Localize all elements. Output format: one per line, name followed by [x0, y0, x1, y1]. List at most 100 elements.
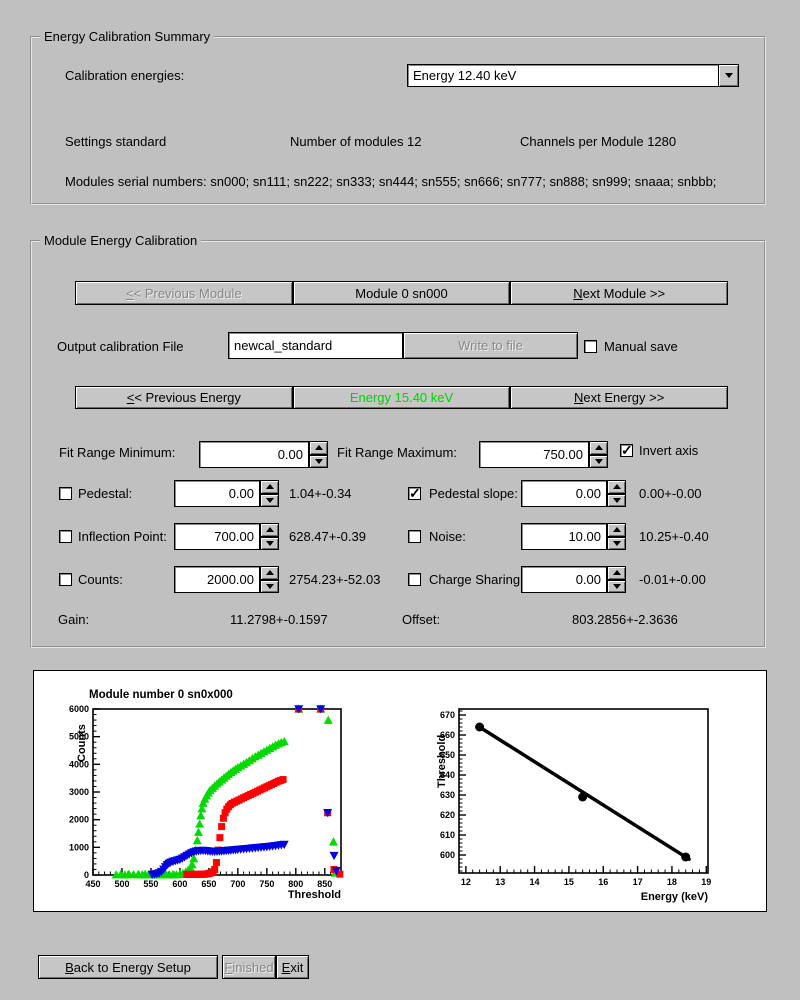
- svg-text:5000: 5000: [69, 732, 89, 742]
- invert-axis-checkbox[interactable]: [620, 442, 633, 459]
- manual-save-label: Manual save: [604, 339, 678, 354]
- noise-fit-result: 10.25+-0.40: [639, 529, 709, 544]
- threshold-scan-chart: 450 500 550 600 650 700 750 800 850 0 1000 2000 3000…: [69, 689, 344, 901]
- svg-text:Threshold: Threshold: [436, 735, 448, 788]
- inflection-point-input[interactable]: 700.00: [174, 523, 260, 550]
- current-module-button[interactable]: Module 0 sn000: [292, 281, 511, 305]
- fit-min-down-button[interactable]: [309, 454, 328, 468]
- current-energy-button[interactable]: Energy 15.40 keV: [292, 386, 511, 409]
- svg-text:660: 660: [440, 730, 455, 740]
- charge-sharing-input[interactable]: 0.00: [521, 566, 607, 593]
- counts-spinbox: 2000.00: [174, 566, 279, 593]
- svg-text:600: 600: [172, 879, 187, 889]
- summary-group-title: Energy Calibration Summary: [40, 29, 215, 44]
- offset-label: Offset:: [402, 612, 441, 627]
- plot-panel: 450 500 550 600 650 700 750 800 850 0 1000 2000 3000…: [33, 670, 767, 912]
- charge-sharing-fit-result: -0.01+-0.00: [639, 572, 706, 587]
- noise-label: Noise:: [429, 529, 466, 544]
- module-group-title: Module Energy Calibration: [40, 233, 202, 248]
- svg-text:620: 620: [440, 810, 455, 820]
- counts-up-button[interactable]: [260, 566, 279, 580]
- pedestal-fit-result: 1.04+-0.34: [289, 486, 352, 501]
- svg-text:14: 14: [530, 877, 540, 887]
- output-file-input[interactable]: newcal_standard: [228, 332, 403, 359]
- counts-fit-result: 2754.23+-52.03: [289, 572, 381, 587]
- pedestal-input[interactable]: 0.00: [174, 480, 260, 507]
- pedestal-down-button[interactable]: [260, 493, 279, 507]
- svg-text:750: 750: [259, 879, 274, 889]
- settings-label: Settings standard: [65, 134, 167, 149]
- invert-axis-label: Invert axis: [639, 443, 699, 458]
- pedestal-slope-checkbox[interactable]: [408, 485, 421, 502]
- pedestal-slope-input[interactable]: 0.00: [521, 480, 607, 507]
- output-calibration-file-label: Output calibration File: [57, 339, 184, 354]
- noise-spinbox: 10.00: [521, 523, 626, 550]
- svg-text:17: 17: [633, 877, 643, 887]
- gain-label: Gain:: [58, 612, 90, 627]
- noise-down-button[interactable]: [607, 536, 626, 550]
- previous-module-button[interactable]: < < Previous Module: [75, 281, 293, 305]
- svg-text:850: 850: [317, 879, 332, 889]
- noise-input[interactable]: 10.00: [521, 523, 607, 550]
- fit-range-minimum-label: Fit Range Minimum:: [59, 445, 176, 460]
- pedestal-spinbox: 0.00: [174, 480, 279, 507]
- module-energy-calibration-group: Module Energy Calibration < < Previous Mo…: [30, 233, 766, 648]
- counts-checkbox[interactable]: [59, 573, 72, 586]
- fit-range-maximum-spinbox: 750.00: [479, 441, 608, 468]
- svg-text:Counts: Counts: [76, 724, 88, 762]
- fit-range-minimum-input[interactable]: 0.00: [199, 441, 309, 468]
- inflection-point-spinbox: 700.00: [174, 523, 279, 550]
- charge-sharing-checkbox[interactable]: [408, 573, 421, 586]
- svg-text:Energy (keV): Energy (keV): [641, 891, 709, 903]
- module-serial-numbers-label: Modules serial numbers: sn000; sn111; sn…: [65, 174, 717, 189]
- svg-text:1000: 1000: [69, 842, 89, 852]
- svg-text:16: 16: [598, 877, 608, 887]
- charge-sharing-label: Charge Sharing: [429, 572, 521, 587]
- svg-text:18: 18: [667, 877, 677, 887]
- calibration-energy-select[interactable]: Energy 12.40 keV: [407, 64, 739, 87]
- fit-min-up-button[interactable]: [309, 441, 328, 455]
- charge-sharing-up-button[interactable]: [607, 566, 626, 580]
- pedestal-slope-up-button[interactable]: [607, 480, 626, 494]
- pedestal-up-button[interactable]: [260, 480, 279, 494]
- inflection-point-label: Inflection Point:: [78, 529, 167, 544]
- inflection-point-checkbox[interactable]: [59, 530, 72, 543]
- pedestal-checkbox[interactable]: [59, 487, 72, 500]
- svg-text:4000: 4000: [69, 759, 89, 769]
- fit-max-down-button[interactable]: [589, 454, 608, 468]
- inflection-up-button[interactable]: [260, 523, 279, 537]
- fit-range-maximum-input[interactable]: 750.00: [479, 441, 589, 468]
- noise-checkbox[interactable]: [408, 530, 421, 543]
- output-file-value: newcal_standard: [234, 338, 333, 353]
- noise-up-button[interactable]: [607, 523, 626, 537]
- previous-energy-button[interactable]: < < Previous Energy: [75, 386, 293, 409]
- svg-text:610: 610: [440, 830, 455, 840]
- manual-save-checkbox[interactable]: [584, 340, 597, 353]
- gain-value: 11.2798+-0.1597: [230, 612, 328, 627]
- dropdown-arrow-icon[interactable]: [718, 65, 738, 86]
- svg-text:650: 650: [440, 750, 455, 760]
- write-to-file-button[interactable]: Write to file: [403, 332, 578, 359]
- calibration-energies-label: Calibration energies:: [65, 68, 185, 83]
- svg-text:3000: 3000: [69, 787, 89, 797]
- inflection-down-button[interactable]: [260, 536, 279, 550]
- pedestal-label: Pedestal:: [78, 486, 133, 501]
- counts-down-button[interactable]: [260, 579, 279, 593]
- pedestal-slope-down-button[interactable]: [607, 493, 626, 507]
- charge-sharing-down-button[interactable]: [607, 579, 626, 593]
- svg-text:700: 700: [230, 879, 245, 889]
- svg-text:600: 600: [440, 850, 455, 860]
- counts-input[interactable]: 2000.00: [174, 566, 260, 593]
- svg-text:Module number 0 sn0x000: Module number 0 sn0x000: [89, 689, 233, 701]
- svg-text:6000: 6000: [69, 704, 89, 714]
- svg-text:550: 550: [143, 879, 158, 889]
- fit-max-up-button[interactable]: [589, 441, 608, 455]
- svg-text:800: 800: [288, 879, 303, 889]
